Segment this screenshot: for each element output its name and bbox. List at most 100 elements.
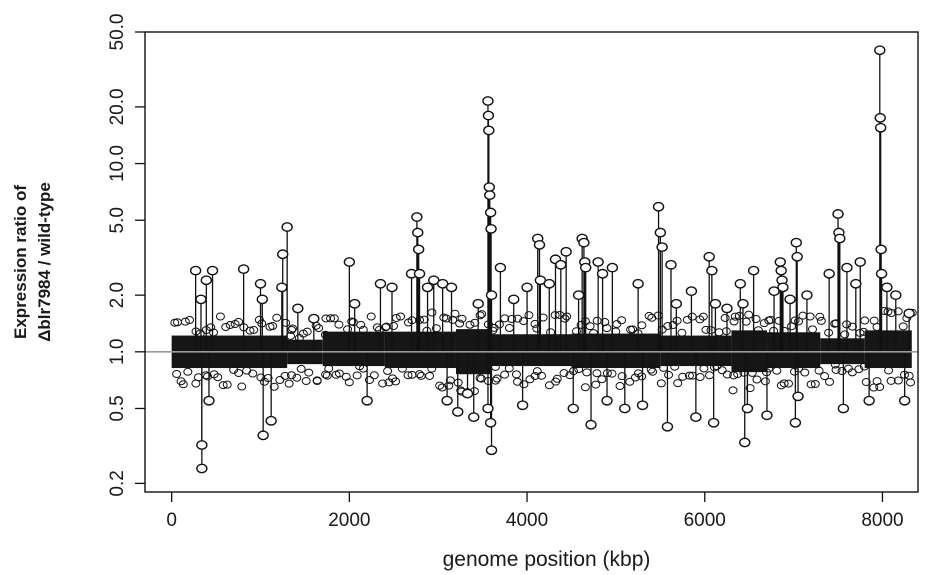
outlier-point [739,437,751,448]
outlier-point [237,264,250,275]
outlier-point [452,406,464,417]
y-tick-label: 10.0 [107,145,128,182]
outlier-point [690,412,702,422]
data-point [445,376,455,385]
data-point [798,311,808,320]
data-point [334,369,344,378]
outlier-point [734,278,746,289]
data-point [800,368,810,377]
data-point [898,322,908,331]
data-point [425,371,435,380]
data-point [744,310,754,319]
data-point [753,326,763,335]
data-point [612,320,622,329]
data-point [751,314,761,323]
data-point [733,370,743,379]
outlier-point [494,262,507,273]
x-tick-label: 6000 [684,510,726,531]
data-point [248,369,258,378]
outlier-point [874,112,886,123]
data-point [760,377,770,386]
data-point [607,369,617,378]
data-point [906,378,916,387]
outlier-point [792,391,804,402]
data-point [234,317,244,326]
outlier-point [898,395,911,406]
outlier-point [468,412,480,422]
data-point [391,377,401,386]
outlier-point [483,125,495,136]
data-point [366,312,376,321]
data-point [221,323,231,332]
outlier-point [652,201,665,212]
data-point [805,312,815,321]
data-point [860,316,870,325]
data-point [519,380,529,389]
data-point [637,372,647,381]
data-point [500,370,510,379]
data-point [237,382,247,391]
y-tick-label: 0.2 [107,470,128,496]
data-point [450,309,460,318]
outlier-point [572,290,585,301]
data-point [747,368,757,377]
y-tick-label: 2.0 [107,282,128,308]
data-point [222,380,232,389]
data-point [475,311,485,320]
data-point [861,378,871,387]
data-point [810,379,820,388]
data-point [524,311,534,320]
outlier-point [832,209,844,219]
data-point [807,325,817,334]
outlier-point [441,395,453,406]
data-point [764,316,774,325]
data-point [347,317,357,326]
data-point [178,380,188,389]
data-point [585,322,595,331]
y-axis-title-line-2: Δblr7984 / wild-type [35,182,54,342]
data-point [728,386,738,395]
outlier-point [195,294,207,305]
data-point [886,376,896,385]
outlier-point [875,244,887,255]
x-tick-label: 0 [166,510,177,531]
outlier-point [670,298,683,309]
data-point [664,370,674,379]
outlier-point [579,262,592,273]
outlier-point [619,403,631,414]
dense-band-segment [864,330,912,369]
data-point [825,377,835,386]
data-point [717,366,727,375]
outlier-point [654,227,667,238]
data-point [712,362,722,371]
outlier-point [277,249,289,260]
outlier-point [482,403,494,414]
data-point [537,371,547,380]
data-point [242,366,252,375]
outlier-point [281,222,293,232]
data-point [185,315,195,324]
outlier-point [791,251,803,262]
data-point [511,370,521,379]
data-point [389,321,399,330]
data-point [455,319,465,328]
data-point [302,327,312,336]
data-point [326,314,336,323]
data-point [314,324,324,333]
x-tick-label: 2000 [328,510,370,531]
data-point [304,368,314,377]
outlier-point [206,265,219,276]
y-axis-title-line-1: Expression ratio of [11,185,30,339]
data-point [312,377,322,386]
data-point [745,384,755,393]
outlier-point [837,403,850,414]
outlier-point [421,282,434,293]
data-point [403,371,413,380]
data-point [695,373,705,382]
outlier-point [445,282,458,293]
x-tick-label: 4000 [506,510,548,531]
data-point [218,381,228,390]
outlier-point [482,96,494,106]
outlier-point [596,268,609,279]
data-point [507,315,517,324]
